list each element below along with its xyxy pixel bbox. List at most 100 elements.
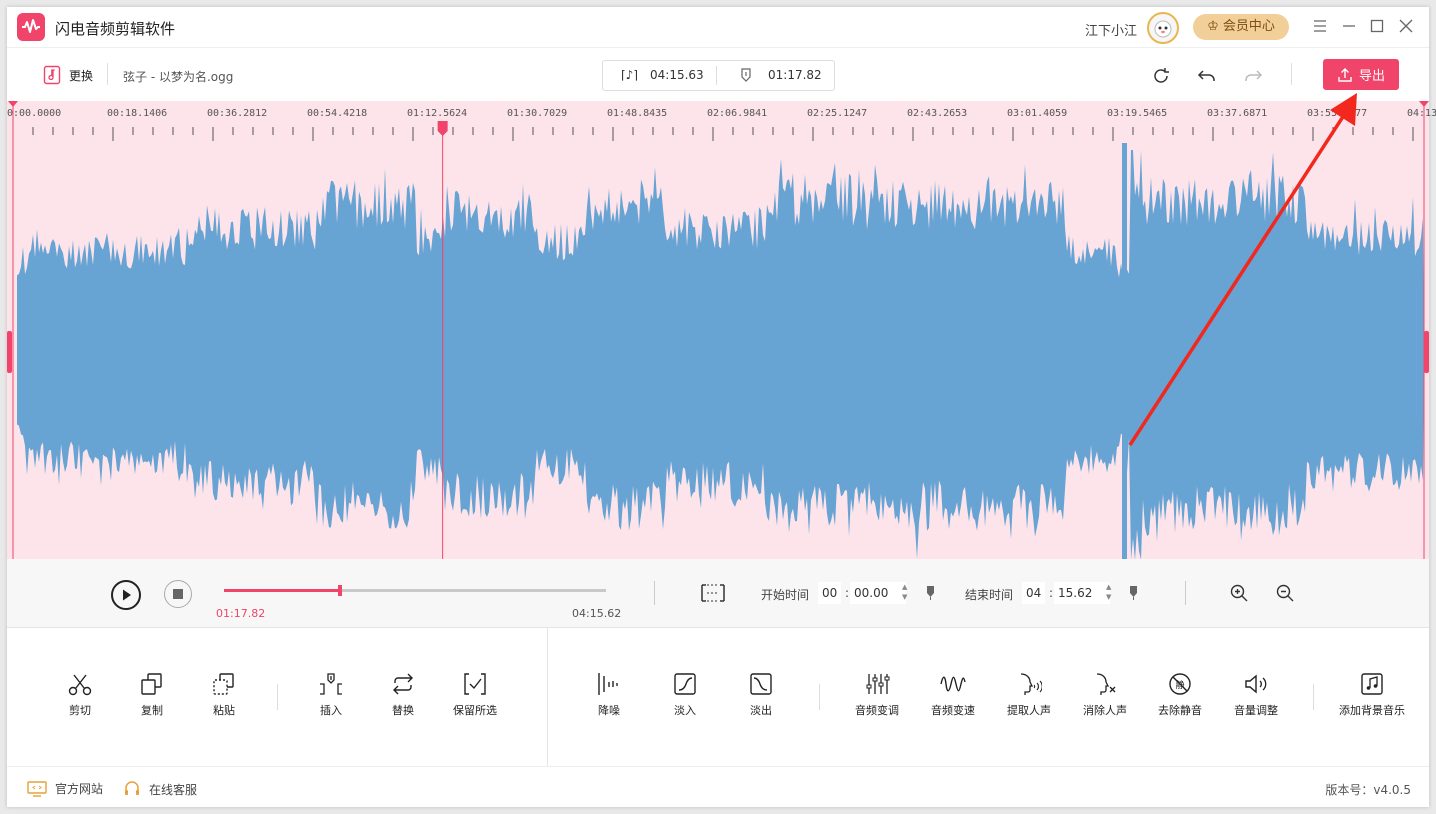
- zoom-out-icon[interactable]: [1275, 583, 1295, 606]
- cut-button[interactable]: 剪切: [42, 672, 118, 718]
- end-sec-input[interactable]: 15.62: [1054, 582, 1110, 604]
- fade-out-icon: [750, 673, 772, 695]
- swap-label: 更换: [69, 68, 94, 83]
- add-music-button[interactable]: 添加背景音乐: [1334, 672, 1410, 718]
- file-toolbar: 更换 弦子 - 以梦为名.ogg ⌈♪⌉ 04:15.63 01:17.82 导…: [7, 47, 1429, 101]
- minimize-icon[interactable]: [1338, 15, 1360, 37]
- remove-voice-label: 消除人声: [1083, 704, 1127, 717]
- vip-center-button[interactable]: ♔ 会员中心: [1193, 14, 1289, 40]
- progress-fill: [224, 589, 341, 592]
- end-min-input[interactable]: 04: [1022, 582, 1046, 604]
- denoise-button[interactable]: 降噪: [571, 672, 647, 718]
- copy-button[interactable]: 复制: [114, 672, 190, 718]
- note-icon: ⌈♪⌉: [621, 68, 639, 82]
- extract-voice-icon: [1020, 673, 1042, 695]
- export-button[interactable]: 导出: [1323, 59, 1399, 90]
- app-title: 闪电音频剪辑软件: [55, 20, 176, 38]
- play-button[interactable]: [111, 580, 141, 610]
- fade-out-button[interactable]: 淡出: [723, 672, 799, 718]
- progress-handle[interactable]: [338, 585, 343, 596]
- playhead-icon: [740, 68, 752, 85]
- remove-silence-button[interactable]: 静 去除静音: [1142, 672, 1218, 718]
- crown-icon: ♔: [1207, 19, 1223, 34]
- refresh-icon[interactable]: [1149, 64, 1173, 88]
- paste-label: 粘贴: [213, 704, 235, 717]
- support-label: 在线客服: [149, 782, 198, 797]
- divider: [1291, 63, 1292, 85]
- paste-icon: [213, 673, 234, 695]
- waveform-spike: [1122, 143, 1127, 559]
- ruler-tick-label: 02:06.9841: [707, 108, 768, 119]
- divider: [819, 684, 820, 710]
- end-time-label: 结束时间: [965, 588, 1014, 602]
- start-time-label: 开始时间: [761, 588, 810, 602]
- volume-label: 音量调整: [1234, 704, 1278, 717]
- remove-voice-icon: [1096, 673, 1116, 695]
- ruler-tick-label: 00:54.4218: [307, 108, 368, 119]
- replace-button[interactable]: 替换: [365, 672, 441, 718]
- select-all-icon[interactable]: [700, 581, 726, 608]
- divider: [716, 66, 717, 85]
- extract-voice-label: 提取人声: [1007, 704, 1051, 717]
- remove-silence-icon: 静: [1169, 673, 1191, 695]
- swap-file-button[interactable]: 更换: [43, 65, 93, 85]
- scissors-icon: [68, 674, 92, 696]
- replace-label: 替换: [392, 704, 414, 717]
- playhead-handle[interactable]: [437, 121, 448, 136]
- support-link[interactable]: 在线客服: [123, 780, 197, 798]
- pitch-label: 音频变调: [855, 704, 899, 717]
- cursor-time: 01:17.82: [768, 68, 822, 82]
- start-sec-input[interactable]: 00.00: [850, 582, 906, 604]
- insert-button[interactable]: 插入: [293, 672, 369, 718]
- fade-in-label: 淡入: [674, 704, 696, 717]
- total-time: 04:15.63: [650, 68, 704, 82]
- fade-in-button[interactable]: 淡入: [647, 672, 723, 718]
- ruler-tick-label: 00:18.1406: [107, 108, 168, 119]
- keep-selection-icon: [464, 673, 486, 695]
- stop-button[interactable]: [164, 580, 192, 608]
- app-window: 闪电音频剪辑软件 江下小江 ♔ 会员中心 更换 弦子 - 以梦为名.ogg ⌈♪…: [7, 7, 1436, 807]
- waveform[interactable]: [7, 101, 1429, 559]
- menu-icon[interactable]: [1309, 15, 1331, 37]
- start-stepper[interactable]: ▲ ▼: [902, 583, 908, 601]
- website-link[interactable]: 官方网站: [27, 780, 103, 797]
- current-time: 01:17.82: [216, 607, 266, 620]
- zoom-in-icon[interactable]: [1229, 583, 1249, 606]
- undo-icon[interactable]: [1195, 64, 1219, 88]
- redo-icon[interactable]: [1241, 64, 1265, 88]
- waveform-shape: [17, 150, 1424, 559]
- pitch-button[interactable]: 音频变调: [839, 672, 915, 718]
- remove-voice-button[interactable]: 消除人声: [1067, 672, 1143, 718]
- selection-start-handle[interactable]: [7, 331, 12, 373]
- start-min-input[interactable]: 00: [818, 582, 842, 604]
- divider: [277, 684, 278, 710]
- music-file-icon: [43, 65, 61, 85]
- paste-button[interactable]: 粘贴: [186, 672, 262, 718]
- close-icon[interactable]: [1395, 15, 1417, 37]
- volume-button[interactable]: 音量调整: [1218, 672, 1294, 718]
- user-name[interactable]: 江下小江: [1085, 24, 1138, 39]
- ruler-tick-label: 02:25.1247: [807, 108, 868, 119]
- selection-end-handle[interactable]: [1424, 331, 1429, 373]
- set-start-marker-icon[interactable]: [926, 585, 935, 604]
- vip-label: 会员中心: [1222, 19, 1275, 34]
- panel-divider: [547, 628, 548, 766]
- speed-button[interactable]: 音频变速: [915, 672, 991, 718]
- selection-corner-marker: [8, 101, 18, 107]
- cut-label: 剪切: [69, 704, 91, 717]
- progress-slider[interactable]: [224, 585, 606, 596]
- waveform-editor[interactable]: 0:00.0000 00:18.1406 00:36.2812 00:54.4218 0…: [7, 101, 1436, 559]
- maximize-icon[interactable]: [1366, 15, 1388, 37]
- ruler-tick-label: 04:13.968: [1407, 108, 1436, 119]
- avatar[interactable]: [1147, 12, 1179, 44]
- replace-icon: [393, 673, 413, 695]
- ruler-tick-label: 00:36.2812: [207, 108, 268, 119]
- set-end-marker-icon[interactable]: [1129, 585, 1138, 604]
- add-music-label: 添加背景音乐: [1339, 704, 1405, 717]
- keep-selection-button[interactable]: 保留所选: [437, 672, 513, 718]
- divider: [107, 63, 108, 85]
- time-colon: :: [1049, 586, 1054, 600]
- extract-voice-button[interactable]: 提取人声: [991, 672, 1067, 718]
- fade-out-label: 淡出: [750, 704, 772, 717]
- end-stepper[interactable]: ▲ ▼: [1106, 583, 1112, 601]
